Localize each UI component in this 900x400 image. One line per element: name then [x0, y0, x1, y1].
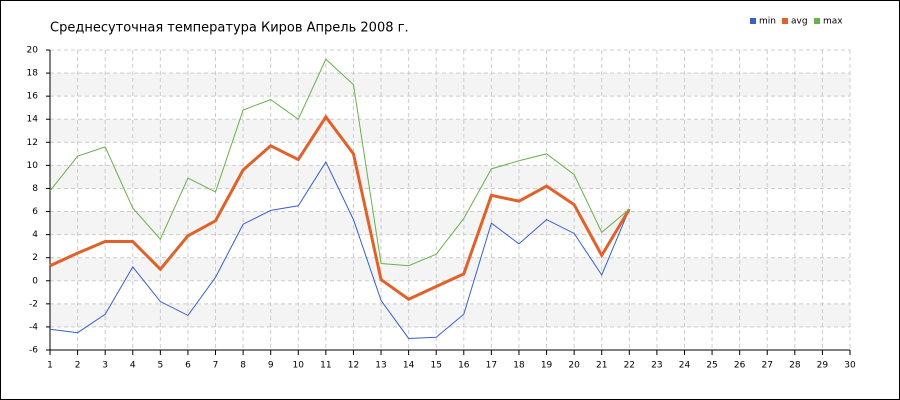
legend-swatch: [814, 18, 820, 24]
x-tick-label: 16: [458, 361, 470, 371]
x-tick-label: 20: [568, 361, 580, 371]
x-tick-label: 3: [102, 361, 108, 371]
band: [50, 165, 850, 189]
x-tick-label: 21: [596, 361, 607, 371]
band: [50, 303, 850, 327]
y-tick-label: -2: [29, 299, 38, 309]
y-tick-label: 18: [27, 69, 39, 79]
series-line: [49, 160, 630, 339]
y-tick-label: -6: [29, 346, 38, 356]
legend-label: min: [759, 17, 776, 27]
x-tick-label: 8: [240, 361, 246, 371]
x-tick-label: 12: [348, 361, 359, 371]
legend-label: avg: [791, 17, 808, 27]
legend-swatch: [782, 18, 788, 24]
band: [50, 73, 850, 97]
legend-label: max: [823, 17, 843, 27]
x-tick-label: 15: [430, 361, 441, 371]
y-tick-label: 4: [32, 230, 38, 240]
y-tick-label: 14: [27, 115, 39, 125]
x-tick-label: 19: [541, 361, 553, 371]
y-tick-label: 0: [32, 276, 38, 286]
x-tick-label: 18: [513, 361, 525, 371]
y-tick-label: -4: [29, 322, 38, 332]
x-tick-label: 7: [213, 361, 219, 371]
x-tick-label: 9: [268, 361, 274, 371]
x-tick-label: 13: [375, 361, 386, 371]
x-tick-label: 22: [624, 361, 635, 371]
band: [50, 119, 850, 143]
series-line: [49, 58, 630, 267]
x-tick-label: 10: [293, 361, 305, 371]
x-tick-label: 27: [762, 361, 773, 371]
x-tick-label: 24: [679, 361, 691, 371]
y-tick-label: 12: [27, 138, 38, 148]
x-tick-label: 11: [320, 361, 331, 371]
x-tick-label: 5: [157, 361, 163, 371]
x-tick-label: 4: [130, 361, 136, 371]
x-tick-label: 14: [403, 361, 415, 371]
x-tick-label: 23: [651, 361, 662, 371]
x-tick-label: 6: [185, 361, 191, 371]
band: [50, 211, 850, 235]
y-tick-label: 20: [27, 46, 39, 56]
x-tick-label: 29: [817, 361, 829, 371]
x-tick-label: 2: [75, 361, 81, 371]
x-tick-label: 26: [734, 361, 746, 371]
chart-title: Среднесуточная температура Киров Апрель …: [50, 21, 409, 36]
y-tick-label: 8: [32, 184, 38, 194]
band: [50, 257, 850, 281]
x-tick-label: 30: [844, 361, 856, 371]
x-tick-label: 25: [706, 361, 717, 371]
y-tick-label: 10: [27, 161, 39, 171]
legend-swatch: [750, 18, 756, 24]
y-tick-label: 16: [27, 92, 39, 102]
series-line: [49, 114, 631, 301]
x-tick-label: 28: [789, 361, 801, 371]
y-tick-label: 2: [32, 253, 38, 263]
x-tick-label: 17: [486, 361, 497, 371]
y-tick-label: 6: [32, 207, 38, 217]
x-tick-label: 1: [47, 361, 53, 371]
